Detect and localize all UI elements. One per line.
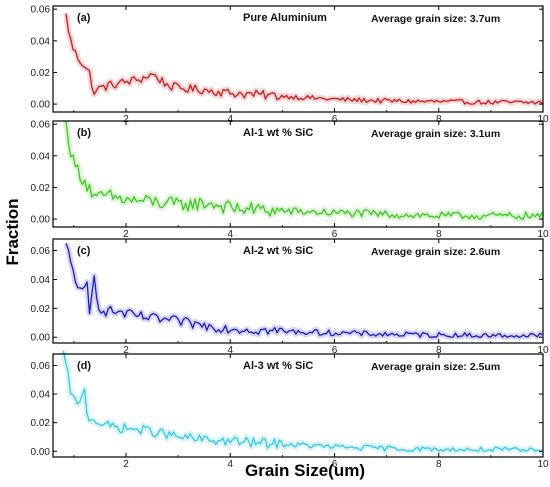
average-grain-size-note: Average grain size: 3.7um — [371, 13, 500, 25]
x-tick-label: 10 — [537, 114, 549, 125]
y-axis-label: Fraction — [3, 198, 22, 265]
chart-panel-c: 2 4 6 8 10 0.00 0.02 0.04 0.06 (c) Al-2 wt % SiC Av… — [31, 238, 549, 356]
x-tick-label: 6 — [332, 459, 338, 470]
x-tick-label: 10 — [537, 229, 549, 240]
y-tick-label: 0.02 — [31, 418, 51, 429]
y-tick-label: 0.00 — [31, 215, 51, 226]
average-grain-size-note: Average grain size: 2.6um — [371, 246, 500, 258]
y-tick-label: 0.00 — [31, 333, 51, 344]
x-tick-label: 2 — [123, 345, 129, 356]
average-grain-size-note: Average grain size: 2.5um — [371, 361, 500, 373]
x-tick-label: 6 — [332, 229, 338, 240]
chart-panel-a: 2 4 6 8 10 0.00 0.02 0.04 0.06 (a) Pure Aluminium A… — [31, 5, 549, 125]
x-tick-label: 8 — [436, 114, 442, 125]
panel-title: Al-1 wt % SiC — [243, 127, 313, 139]
x-tick-label: 10 — [537, 459, 549, 470]
average-grain-size-note: Average grain size: 3.1um — [371, 128, 500, 140]
y-tick-label: 0.02 — [31, 183, 51, 194]
series-line — [62, 350, 543, 452]
panel-label: (a) — [77, 12, 91, 24]
y-tick-label: 0.02 — [31, 304, 51, 315]
x-tick-label: 10 — [537, 345, 549, 356]
x-tick-label: 8 — [436, 345, 442, 356]
series-line — [65, 13, 543, 105]
y-tick-label: 0.06 — [31, 361, 51, 372]
y-tick-label: 0.04 — [31, 36, 51, 47]
plot-frame — [52, 5, 544, 113]
y-tick-label: 0.00 — [31, 100, 51, 111]
y-tick-label: 0.04 — [31, 275, 51, 286]
panel-title: Al-2 wt % SiC — [243, 245, 313, 257]
y-tick-label: 0.02 — [31, 68, 51, 79]
panel-label: (b) — [77, 127, 91, 139]
x-tick-label: 8 — [436, 229, 442, 240]
y-tick-label: 0.04 — [31, 151, 51, 162]
x-tick-label: 2 — [123, 229, 129, 240]
x-axis-label: Grain Size(um) — [245, 461, 365, 480]
y-tick-label: 0.06 — [31, 246, 51, 257]
x-tick-label: 4 — [227, 229, 233, 240]
y-tick-label: 0.06 — [31, 5, 51, 16]
x-tick-label: 4 — [227, 114, 233, 125]
chart-panel-b: 2 4 6 8 10 0.00 0.02 0.04 0.06 (b) Al-1 wt % SiC Av… — [31, 120, 549, 240]
x-tick-label: 4 — [227, 345, 233, 356]
x-tick-label: 6 — [332, 345, 338, 356]
x-tick-label: 8 — [436, 459, 442, 470]
x-tick-label: 2 — [123, 114, 129, 125]
series-line — [65, 120, 543, 220]
series-halo — [63, 13, 545, 108]
series-line — [65, 243, 543, 338]
panel-title: Al-3 wt % SiC — [243, 360, 313, 372]
panel-label: (d) — [77, 360, 91, 372]
panel-label: (c) — [77, 245, 91, 257]
plot-frame — [52, 120, 544, 228]
plot-frame — [52, 353, 544, 458]
y-tick-label: 0.06 — [31, 120, 51, 131]
y-tick-label: 0.04 — [31, 390, 51, 401]
x-tick-label: 2 — [123, 459, 129, 470]
y-tick-label: 0.00 — [31, 447, 51, 458]
chart-panel-d: 2 4 6 8 10 0.00 0.02 0.04 0.06 (d) Al-3 wt % SiC Av… — [31, 350, 549, 470]
panels: 2 4 6 8 10 0.00 0.02 0.04 0.06 (a) Pure Aluminium A… — [31, 5, 549, 470]
panel-title: Pure Aluminium — [243, 12, 327, 24]
x-tick-label: 4 — [227, 459, 233, 470]
plot-frame — [52, 238, 544, 344]
x-tick-label: 6 — [332, 114, 338, 125]
